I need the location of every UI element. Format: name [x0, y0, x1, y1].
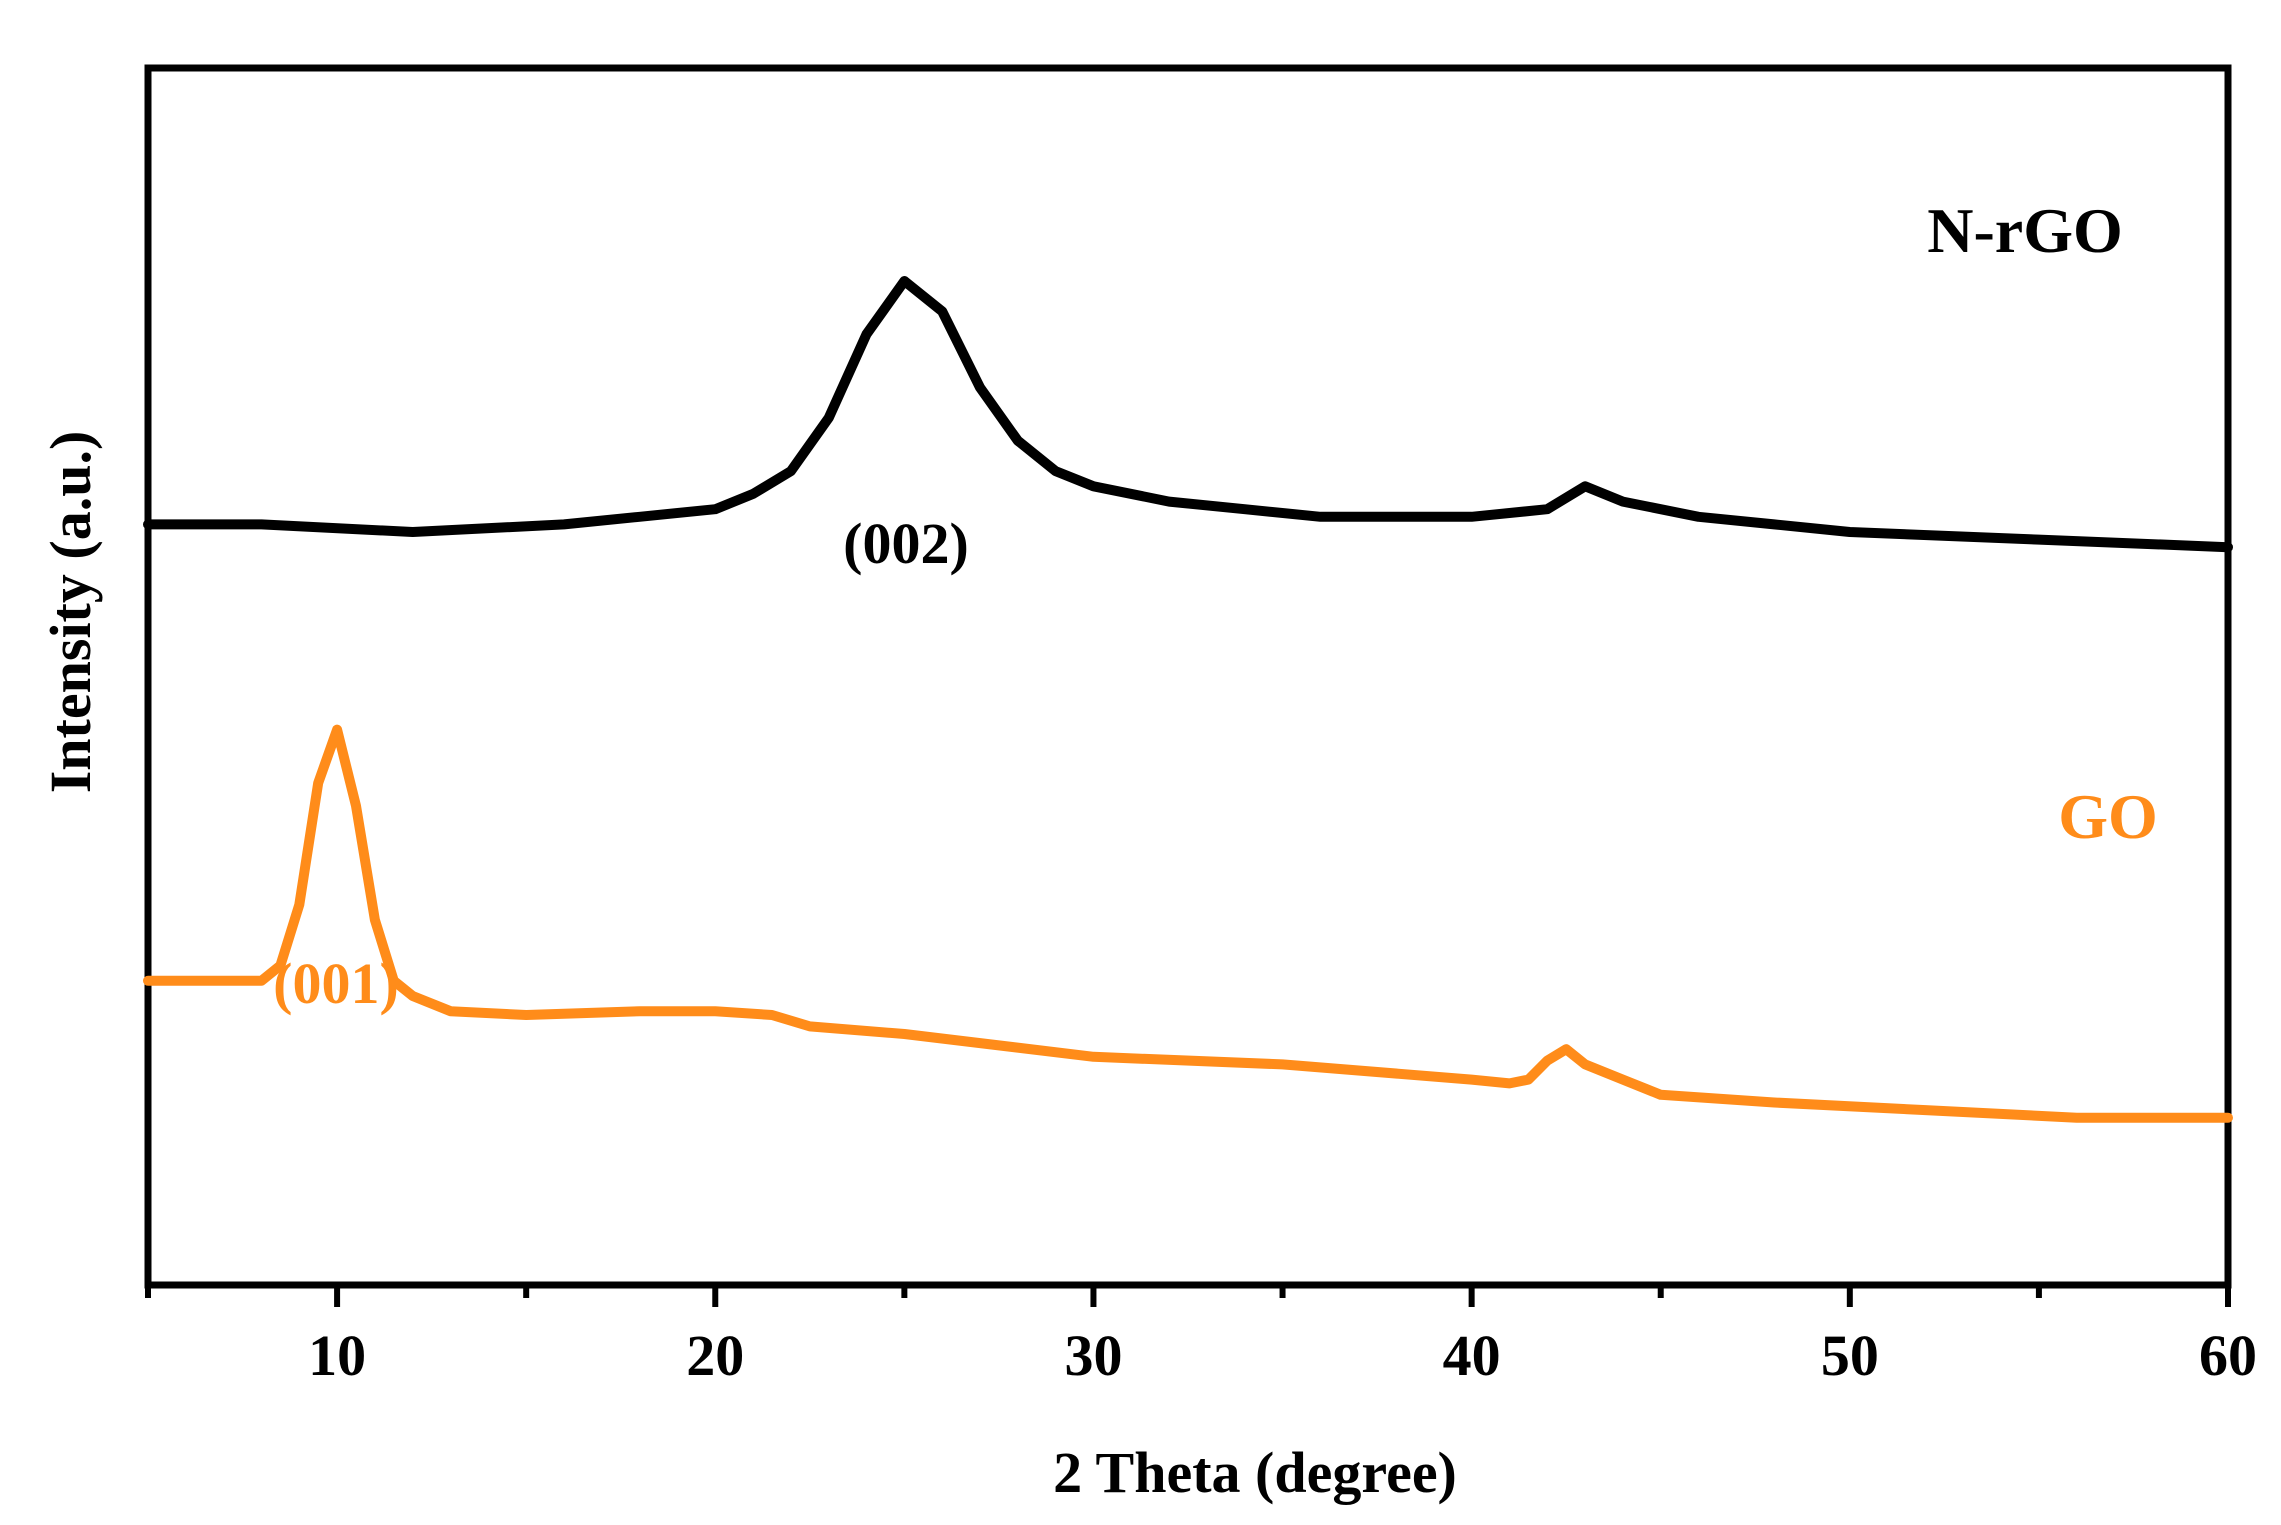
series-line-n-rgo: [143, 276, 2233, 553]
y-axis-title: Intensity (a.u.): [38, 431, 103, 794]
x-tick-label: 20: [686, 1323, 744, 1388]
series-label-n-rgo: N-rGO: [1927, 195, 2123, 266]
series-label-go: GO: [2058, 781, 2158, 852]
plot-frame: [144, 64, 2232, 1289]
series-layer: [143, 276, 2233, 1123]
x-tick-label: 50: [1821, 1323, 1879, 1388]
x-axis-title: 2 Theta (degree): [1053, 1440, 1457, 1505]
x-tick-label: 40: [1443, 1323, 1501, 1388]
x-tick-label: 30: [1064, 1323, 1122, 1388]
x-tick-label: 60: [2199, 1323, 2257, 1388]
peak-label-001: (001): [273, 951, 399, 1016]
x-tick-label: 10: [308, 1323, 366, 1388]
series-line-go: [143, 724, 2233, 1123]
x-axis-ticks: 10 20 30 40 50 60: [145, 1285, 2257, 1388]
peak-label-002: (002): [843, 511, 969, 576]
